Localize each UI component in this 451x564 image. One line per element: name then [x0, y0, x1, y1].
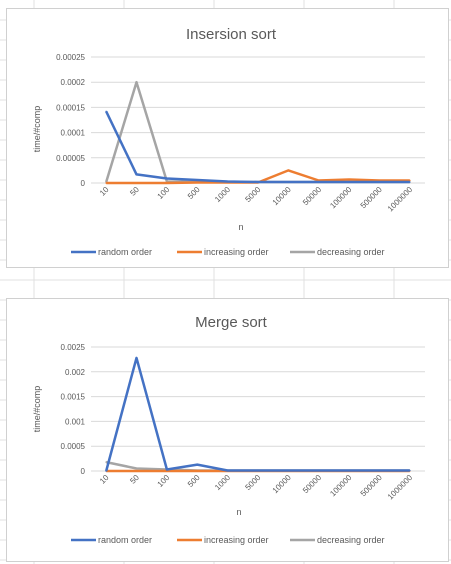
data-point: [166, 182, 168, 184]
x-tick-label: 1000000: [386, 473, 415, 502]
data-point: [226, 469, 229, 472]
data-point: [226, 180, 229, 183]
data-point: [196, 470, 199, 472]
merge-sort-chart[interactable]: Merge sort time/#comp n 0 0.0005 0.001 0.00…: [6, 298, 449, 562]
y-tick-label: 0.00025: [56, 53, 85, 62]
x-axis-title: n: [238, 222, 243, 232]
y-tick-label: 0.0025: [61, 343, 86, 352]
series-line: [105, 460, 410, 472]
legend-label: increasing order: [204, 247, 269, 257]
x-tick-label: 500000: [359, 185, 385, 211]
y-tick-label: 0.001: [65, 417, 86, 426]
data-point: [196, 181, 199, 184]
data-point: [105, 461, 107, 463]
x-tick-label: 1000: [213, 473, 232, 492]
merge-sort-plot: Merge sort time/#comp n 0 0.0005 0.001 0.00…: [32, 314, 425, 545]
y-tick-label: 0.0001: [61, 129, 86, 138]
x-tick-label: 50: [128, 473, 141, 486]
y-tick-label: 0.00005: [56, 154, 85, 163]
x-tick-label: 100: [156, 185, 172, 201]
data-point: [409, 181, 411, 183]
legend-label: random order: [98, 247, 152, 257]
x-tick-label: 50000: [301, 473, 323, 495]
data-point: [317, 181, 320, 183]
x-tick-label: 50: [128, 185, 141, 198]
y-axis-title: time/#comp: [32, 106, 42, 153]
y-tick-label: 0: [81, 179, 86, 188]
data-point: [348, 469, 350, 472]
data-point: [378, 469, 381, 472]
data-point: [317, 469, 320, 472]
x-tick-label: 500000: [359, 473, 385, 499]
x-tick-label: 1000000: [386, 185, 415, 214]
data-point: [105, 470, 107, 472]
legend-label: increasing order: [204, 535, 269, 545]
x-tick-label: 1000: [213, 185, 232, 204]
data-point: [135, 173, 138, 176]
data-point: [378, 181, 381, 183]
data-point: [287, 469, 290, 472]
x-tick-label: 50000: [301, 185, 323, 207]
x-tick-label: 100: [156, 473, 172, 489]
x-tick-label: 5000: [243, 473, 262, 492]
y-tick-label: 0.002: [65, 368, 86, 377]
series-line: [104, 356, 410, 472]
y-axis-title: time/#comp: [32, 386, 42, 433]
data-point: [348, 181, 350, 183]
data-point: [135, 470, 138, 472]
data-point: [135, 357, 138, 359]
insertion-sort-chart[interactable]: Insersion sort time/#comp n 0 0.00005 0.00…: [6, 8, 449, 268]
y-tick-label: 0.00015: [56, 103, 85, 112]
data-point: [409, 469, 411, 472]
x-tick-label: 100000: [328, 185, 354, 211]
legend-label: random order: [98, 535, 152, 545]
data-point: [105, 110, 107, 113]
x-tick-label: 10: [98, 185, 111, 198]
data-point: [135, 81, 138, 83]
data-point: [135, 182, 138, 184]
data-point: [196, 463, 199, 466]
x-tick-label: 10: [98, 473, 111, 486]
series-line: [105, 110, 410, 184]
y-tick-label: 0.0015: [61, 393, 86, 402]
x-tick-label: 10000: [271, 185, 293, 207]
data-point: [257, 181, 259, 183]
legend-label: decreasing order: [317, 247, 385, 257]
x-tick-label: 5000: [243, 185, 262, 204]
y-tick-label: 0: [81, 467, 86, 476]
y-tick-label: 0.0005: [61, 442, 86, 451]
data-point: [135, 467, 138, 470]
x-tick-label: 10000: [271, 473, 293, 495]
x-axis-title: n: [236, 507, 241, 517]
x-tick-label: 500: [186, 473, 202, 489]
data-point: [287, 169, 290, 172]
data-point: [166, 468, 168, 471]
chart-title: Insersion sort: [186, 26, 277, 43]
legend-label: decreasing order: [317, 535, 385, 545]
data-point: [166, 177, 168, 180]
x-tick-label: 100000: [328, 473, 354, 499]
x-tick-label: 500: [186, 185, 202, 201]
data-point: [257, 469, 259, 472]
data-point: [287, 181, 290, 183]
data-point: [105, 182, 107, 184]
insertion-sort-plot: Insersion sort time/#comp n 0 0.00005 0.00…: [32, 26, 425, 257]
y-tick-label: 0.0002: [61, 78, 86, 87]
data-point: [196, 179, 199, 181]
chart-title: Merge sort: [195, 314, 268, 331]
data-point: [348, 178, 350, 181]
